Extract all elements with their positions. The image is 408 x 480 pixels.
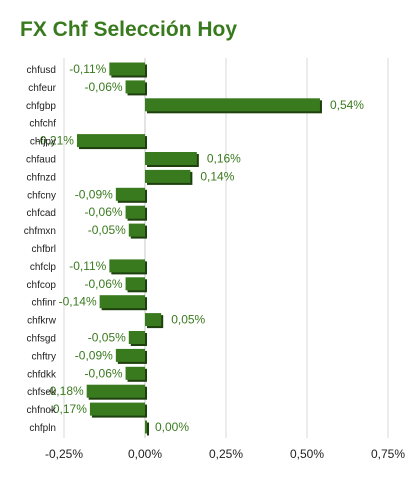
data-label: -0,06% [85,205,123,219]
category-label: chfeur [28,83,56,94]
bar [145,152,197,165]
x-tick-label: 0,75% [371,447,405,461]
category-label: chfinr [32,298,57,309]
bar [109,259,145,273]
data-label: 0,05% [171,313,205,327]
data-label: -0,14% [59,295,97,309]
category-label: chfbrl [32,244,56,255]
data-label: -0,05% [88,223,126,237]
category-label: chfsek [27,387,57,398]
bar-shadow [147,422,149,436]
x-tick-label: -0,25% [45,447,83,461]
bar [128,223,145,237]
bar [145,420,147,434]
data-labels: -0,11% -0,06% 0,54% -0,21% 0,16% 0,14% -0,09% -… [36,62,364,434]
grid-lines [63,58,389,438]
bar [125,366,145,380]
category-label: chftry [32,351,56,362]
category-label: chfchf [29,119,56,130]
x-tick-labels: -0,25% 0,00% 0,25% 0,50% 0,75% [45,447,405,461]
bar [145,98,320,112]
data-label: -0,18% [46,384,84,398]
category-label: chfclp [30,262,57,273]
data-label: -0,05% [88,331,126,345]
bar [145,313,162,327]
category-label: chfnzd [27,172,56,183]
bar [115,348,145,362]
bar [99,295,145,309]
data-label: -0,11% [69,259,106,273]
x-tick-label: 0,25% [209,447,243,461]
data-label: -0,06% [85,277,123,291]
bar [76,134,145,148]
bars [76,62,322,436]
bar [115,187,145,201]
bar [125,80,145,94]
x-tick-label: 0,00% [128,447,162,461]
bar [109,62,145,76]
category-label: chfkrw [27,316,57,327]
category-labels: chfusd chfeur chfgbp chfchf chfjpy chfaud chfn… [24,65,57,434]
bar [125,205,145,219]
bar [86,384,145,398]
data-label: 0,14% [200,169,234,183]
category-label: chfcad [27,208,56,219]
data-label: 0,54% [330,98,364,112]
data-label: -0,09% [75,348,113,362]
data-label: -0,17% [49,402,87,416]
category-label: chfjpy [30,137,56,148]
category-label: chfsgd [27,334,56,345]
data-label: -0,21% [36,134,74,148]
data-label: -0,06% [85,80,123,94]
data-label: 0,00% [155,420,189,434]
category-label: chfcny [27,190,56,201]
category-label: chfpln [29,423,56,434]
data-label: 0,16% [207,152,241,166]
category-label: chfmxn [24,226,56,237]
category-label: chfcop [27,280,57,291]
chart-title: FX Chf Selección Hoy [20,18,238,41]
category-label: chfnok [27,405,57,416]
data-label: -0,09% [75,187,113,201]
data-label: -0,11% [69,62,106,76]
category-label: chfgbp [26,101,56,112]
x-tick-label: 0,50% [290,447,324,461]
category-label: chfaud [26,155,56,166]
bar [125,277,145,291]
bar [145,169,191,183]
bar [128,331,145,344]
category-label: chfusd [27,65,56,76]
bar [89,402,145,416]
category-label: chfdkk [27,369,57,380]
data-label: -0,06% [85,366,123,380]
